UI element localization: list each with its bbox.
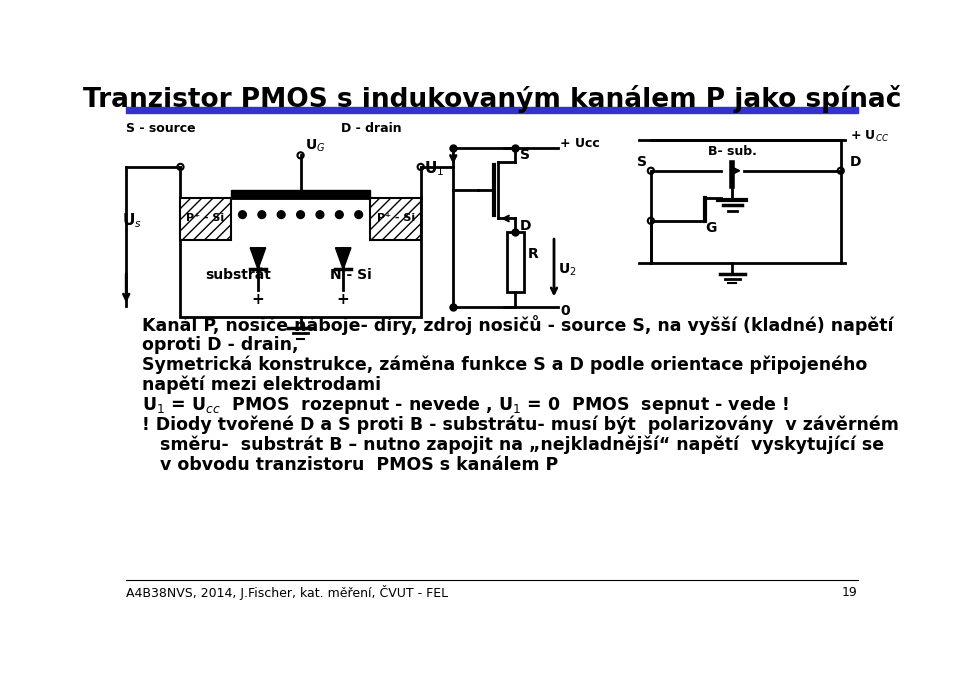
Text: + U$_{CC}$: + U$_{CC}$ [850, 129, 889, 144]
Text: 19: 19 [842, 586, 858, 599]
Text: +: + [252, 292, 264, 307]
Text: A4B38NVS, 2014, J.Fischer, kat. měření, ČVUT - FEL: A4B38NVS, 2014, J.Fischer, kat. měření, … [126, 585, 448, 600]
Text: N - Si: N - Si [330, 268, 372, 282]
Text: P⁺ - Si: P⁺ - Si [186, 214, 225, 223]
Text: S: S [520, 149, 530, 162]
Circle shape [277, 211, 285, 219]
Text: substrát: substrát [205, 268, 272, 282]
Text: U$_1$ = U$_{cc}$  PMOS  rozepnut - nevede , U$_1$ = 0  PMOS  sepnut - vede !: U$_1$ = U$_{cc}$ PMOS rozepnut - nevede … [142, 394, 788, 416]
Text: Kanál P, nosiče náboje- díry, zdroj nosičů - source S, na vyšší (kladné) napětí: Kanál P, nosiče náboje- díry, zdroj nosi… [142, 315, 893, 335]
Bar [126, 107, 858, 113]
Text: 0: 0 [561, 304, 570, 318]
Circle shape [258, 211, 266, 219]
Text: Symetrická konstrukce, záměna funkce S a D podle orientace připojeného: Symetrická konstrukce, záměna funkce S a… [142, 356, 867, 374]
Text: ! Diody tvořené D a S proti B - substrátu- musí být  polarizovány  v závěrném: ! Diody tvořené D a S proti B - substrát… [142, 416, 899, 434]
Bar [180, 198, 420, 317]
Text: oproti D - drain,: oproti D - drain, [142, 336, 299, 353]
Bar [180, 198, 230, 240]
Bar [371, 198, 420, 240]
Polygon shape [251, 248, 266, 269]
Text: v obvodu tranzistoru  PMOS s kanálem P: v obvodu tranzistoru PMOS s kanálem P [142, 456, 558, 474]
Text: G: G [705, 221, 716, 236]
Bar [507, 232, 524, 292]
Circle shape [316, 211, 324, 219]
Text: S: S [637, 155, 647, 169]
Circle shape [297, 211, 304, 219]
Text: U$_s$: U$_s$ [122, 212, 142, 230]
Text: D: D [850, 155, 861, 169]
Polygon shape [335, 248, 351, 269]
Text: U$_1$: U$_1$ [423, 160, 444, 178]
Text: U$_2$: U$_2$ [558, 262, 577, 278]
Text: napětí mezi elektrodami: napětí mezi elektrodami [142, 375, 381, 394]
Text: U$_G$: U$_G$ [305, 138, 325, 154]
Text: Tranzistor PMOS s indukovaným kanálem P jako spínač: Tranzistor PMOS s indukovaným kanálem P … [83, 85, 901, 113]
Text: B- sub.: B- sub. [708, 145, 756, 158]
Bar [230, 190, 371, 198]
Text: +: + [337, 292, 349, 307]
Text: D: D [520, 219, 532, 233]
Text: + Ucc: + Ucc [561, 137, 600, 150]
Circle shape [355, 211, 363, 219]
Text: S - source: S - source [126, 122, 196, 135]
Text: směru-  substrát B – nutno zapojit na „nejkladnější“ napětí  vyskytující se: směru- substrát B – nutno zapojit na „ne… [142, 436, 884, 454]
Text: P⁺ - Si: P⁺ - Si [377, 214, 415, 223]
Text: R: R [528, 247, 539, 261]
Circle shape [239, 211, 247, 219]
Text: D - drain: D - drain [341, 122, 401, 135]
Circle shape [335, 211, 344, 219]
